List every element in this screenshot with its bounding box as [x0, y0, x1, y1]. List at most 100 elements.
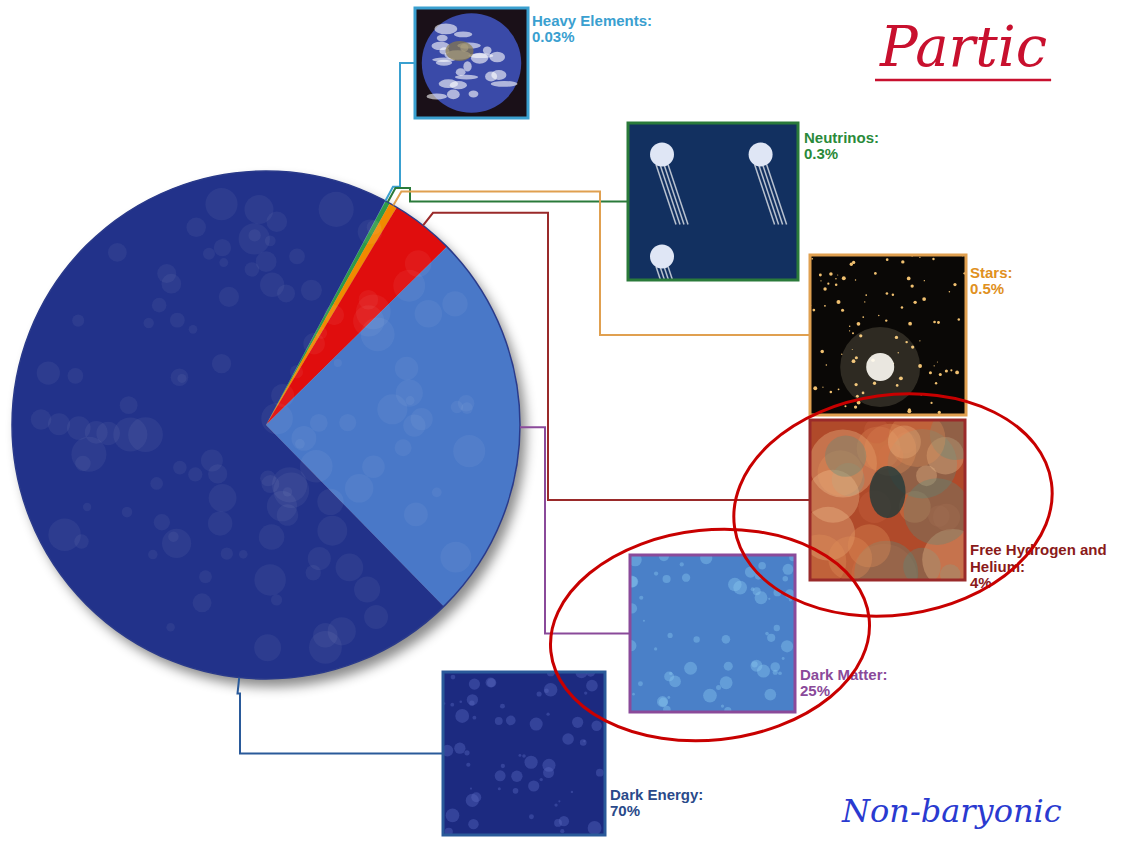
star	[939, 373, 942, 376]
star	[949, 291, 951, 293]
pie-slice	[12, 171, 444, 679]
leader-line	[423, 213, 810, 500]
speck	[724, 662, 733, 671]
speck	[455, 709, 469, 723]
texture-blob	[339, 414, 356, 431]
star	[849, 325, 851, 327]
speck	[530, 718, 543, 731]
thumb-content	[415, 8, 528, 118]
texture-blob	[272, 467, 307, 502]
speck	[638, 681, 643, 686]
thumb-frame	[810, 420, 965, 580]
star	[953, 283, 956, 286]
star	[919, 257, 920, 258]
texture-blob	[168, 531, 178, 541]
cloud	[889, 420, 946, 467]
texture-blob	[354, 576, 380, 602]
speck	[659, 698, 668, 707]
texture-blob	[396, 380, 423, 407]
star	[837, 274, 838, 275]
texture-blob	[71, 437, 106, 472]
texture-blob	[259, 524, 285, 550]
speck	[664, 671, 674, 681]
star	[886, 292, 889, 295]
thumb-frame	[810, 255, 966, 415]
texture-blob	[361, 317, 395, 351]
star	[830, 391, 833, 394]
texture-blob	[177, 374, 186, 383]
speck	[768, 598, 770, 600]
texture-blob	[260, 273, 284, 297]
speck	[562, 733, 574, 745]
star	[826, 364, 828, 366]
speck	[443, 745, 453, 757]
texture-blob	[209, 484, 237, 512]
texture-blob	[212, 354, 231, 373]
speck	[472, 716, 476, 720]
speck	[542, 759, 555, 772]
texture-blob	[271, 594, 282, 605]
texture-blob	[254, 564, 285, 595]
speck	[668, 633, 673, 638]
thumb-frame	[630, 555, 795, 712]
speck	[571, 791, 573, 793]
star	[937, 321, 940, 324]
cloud	[427, 93, 447, 99]
star	[937, 362, 938, 363]
texture-blob	[85, 421, 108, 444]
speck	[501, 764, 505, 768]
star	[844, 405, 846, 407]
speck	[546, 713, 549, 716]
texture-blob	[219, 287, 239, 307]
speck	[720, 676, 733, 689]
cloud	[810, 470, 859, 523]
speck	[486, 677, 496, 687]
star	[901, 260, 904, 263]
thumbnail	[792, 409, 983, 610]
cloud	[456, 68, 466, 76]
texture-blob	[157, 264, 176, 283]
texture-blob	[265, 235, 276, 246]
thumb-content	[630, 555, 795, 712]
star	[835, 284, 838, 287]
speck	[554, 803, 557, 806]
texture-blob	[290, 365, 303, 378]
speck	[716, 685, 721, 690]
texture-blob	[440, 542, 471, 573]
star	[892, 293, 894, 295]
speck	[591, 720, 601, 730]
speck	[588, 821, 602, 835]
pie-rim	[12, 171, 520, 679]
speck	[513, 788, 519, 794]
star	[913, 301, 916, 304]
speck	[750, 660, 762, 672]
texture-blob	[319, 192, 354, 227]
speck	[667, 696, 670, 699]
texture-blob	[150, 477, 163, 490]
star	[919, 340, 920, 341]
title: Partic	[879, 14, 1047, 79]
texture-blob	[219, 258, 228, 267]
texture-blob	[451, 401, 463, 413]
texture-blob	[221, 548, 233, 560]
texture-blob	[201, 450, 223, 472]
label-line: Stars:	[970, 264, 1013, 281]
star	[819, 274, 822, 277]
cloud	[434, 23, 457, 34]
speck	[765, 632, 769, 636]
leader-line	[388, 188, 628, 202]
trail	[759, 164, 779, 224]
star	[812, 309, 815, 312]
star	[930, 402, 932, 404]
star	[932, 258, 934, 260]
star	[950, 369, 952, 371]
leader-line	[238, 678, 443, 754]
speck	[755, 591, 768, 604]
texture-blob	[166, 623, 175, 632]
texture-blob	[315, 327, 327, 339]
texture-blob	[143, 318, 153, 328]
texture-blob	[199, 570, 212, 583]
star	[862, 316, 864, 318]
value-label: 0.5%	[970, 280, 1004, 297]
thumb-bg	[630, 555, 795, 712]
